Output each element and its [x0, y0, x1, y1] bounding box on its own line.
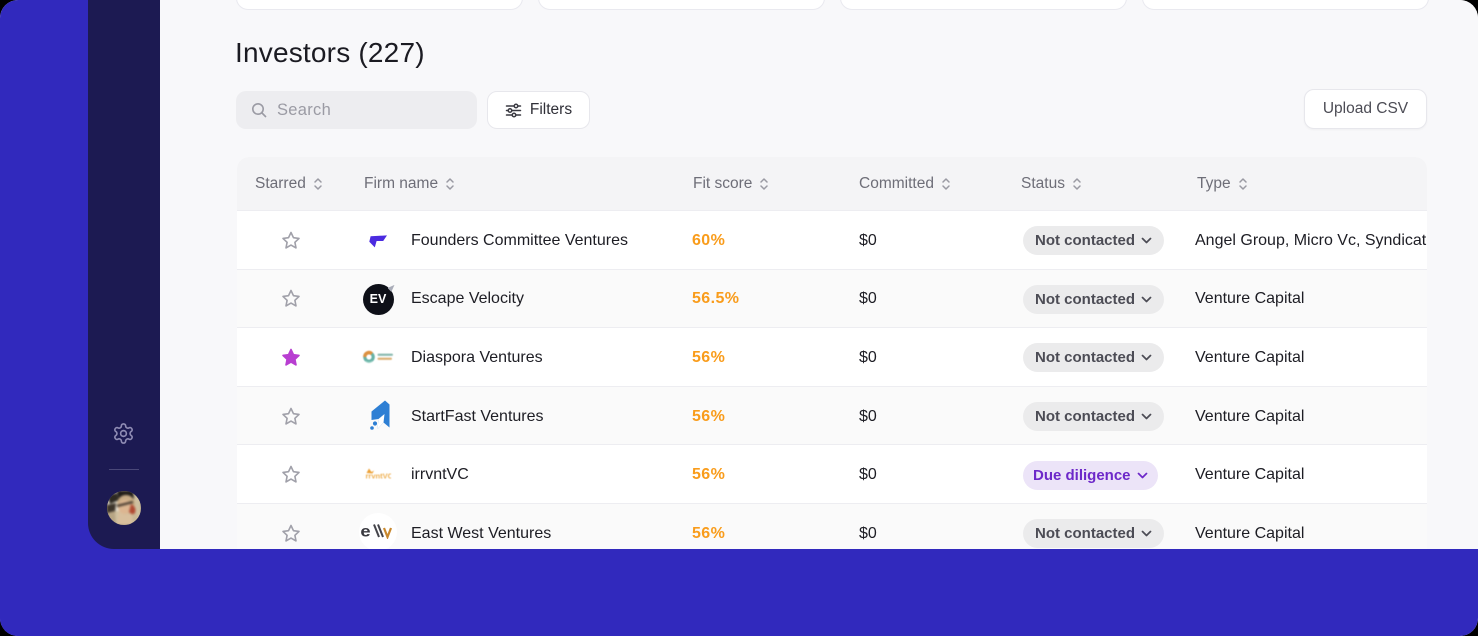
svg-text:rrvntVC: rrvntVC: [366, 471, 392, 480]
svg-text:e: e: [361, 523, 371, 539]
